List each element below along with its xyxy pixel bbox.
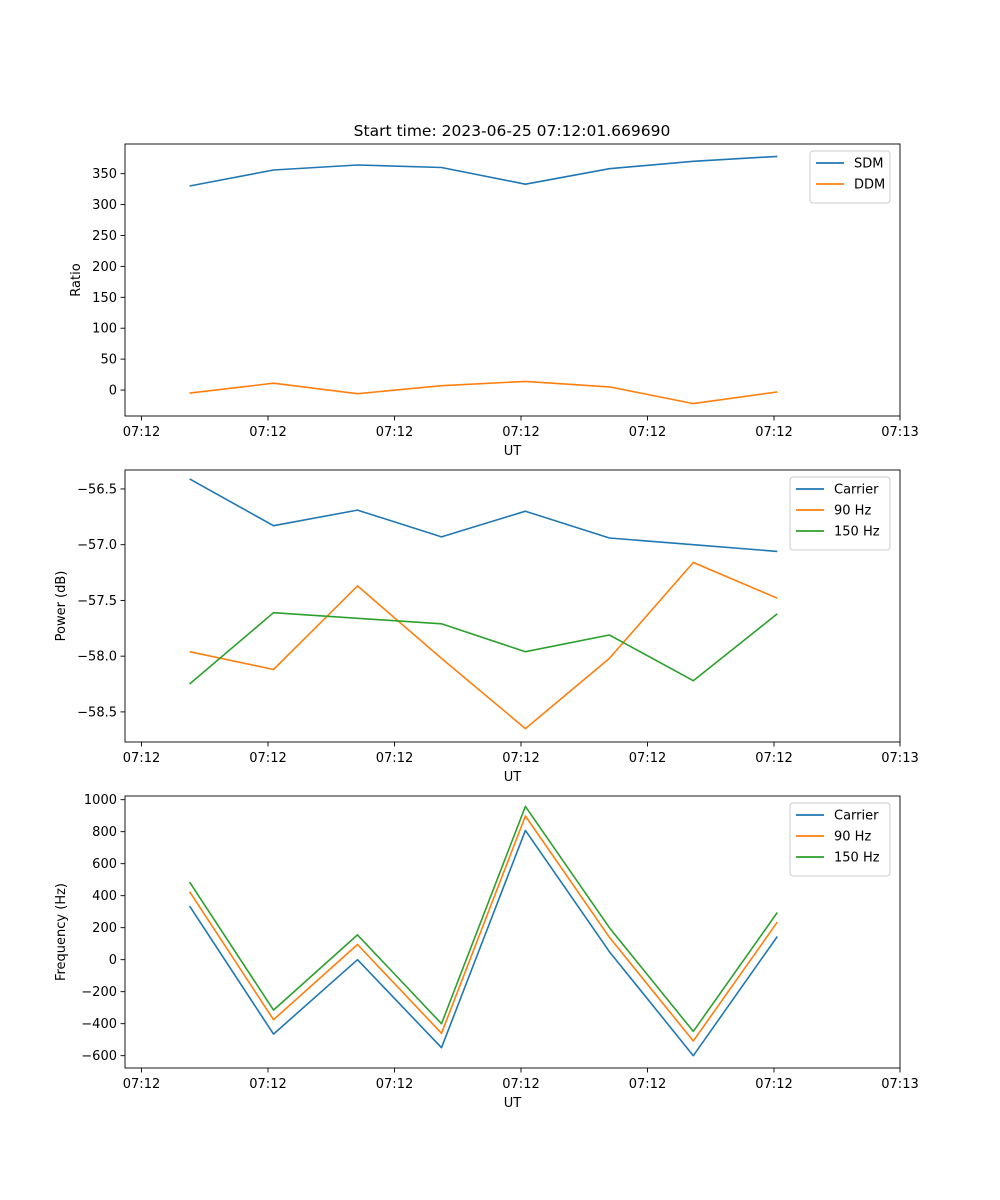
y-tick-label: −57.0 [77,538,117,553]
y-axis-label: Ratio [69,263,84,296]
subplot-3: 07:12 07:12 07:12 07:12 07:12 07:12 07:13 1000 8… [54,793,919,1111]
x-tick-label: 07:13 [881,425,918,440]
legend-label: 90 Hz [834,504,871,519]
legend: Carrier 90 Hz 150 Hz [789,476,891,551]
legend: Carrier 90 Hz 150 Hz [789,802,891,877]
y-tick-label: −400 [81,1017,117,1032]
legend-label: 90 Hz [834,830,871,845]
x-tick-label: 07:13 [881,751,918,766]
series-line-150-hz [188,805,778,1033]
x-tick-label: 07:12 [123,425,160,440]
y-axis-label: Power (dB) [54,571,69,642]
x-tick-label: 07:12 [249,751,286,766]
x-tick-label: 07:12 [629,751,666,766]
y-tick-label: −600 [81,1049,117,1064]
x-tick-label: 07:12 [502,1077,539,1092]
y-tick-label: 0 [109,953,117,968]
y-tick-label: 300 [92,198,117,213]
y-tick-label: −56.5 [77,482,117,497]
x-tick-label: 07:13 [881,1077,918,1092]
x-tick-label: 07:12 [502,425,539,440]
series-line-ddm [189,380,778,405]
x-tick-label: 07:12 [755,751,792,766]
y-tick-label: 100 [92,322,117,337]
series-line-carrier [189,478,778,553]
legend-label: Carrier [834,483,879,498]
x-tick-label: 07:12 [502,751,539,766]
legend-label: 150 Hz [834,525,880,540]
y-tick-label: −57.5 [77,594,117,609]
legend-label: 150 Hz [834,851,880,866]
y-tick-label: −200 [81,985,117,1000]
axes-frame [124,795,901,1069]
subplot-2: 07:12 07:12 07:12 07:12 07:12 07:12 07:13 −56.5… [54,469,919,785]
series-line-sdm [189,155,778,187]
x-tick-label: 07:12 [376,751,413,766]
x-axis-label: UT [504,1096,522,1111]
y-tick-label: −58.0 [77,650,117,665]
series-line-carrier [188,829,778,1057]
y-tick-label: 200 [92,260,117,275]
x-axis-label: UT [504,444,522,459]
x-tick-label: 07:12 [123,751,160,766]
subplot-1: 07:12 07:12 07:12 07:12 07:12 07:12 07:13 0 50 10… [69,143,919,459]
legend: SDM DDM [809,150,891,204]
x-tick-label: 07:12 [249,425,286,440]
x-tick-label: 07:12 [755,1077,792,1092]
y-tick-label: 600 [92,857,117,872]
x-axis-label: UT [504,770,522,785]
legend-label: SDM [854,157,883,172]
legend-box [809,150,891,204]
x-tick-label: 07:12 [629,1077,666,1092]
y-tick-label: 400 [92,889,117,904]
y-tick-label: −58.5 [77,705,117,720]
y-tick-label: 150 [92,291,117,306]
series-line-90-hz [189,561,778,730]
x-tick-label: 07:12 [755,425,792,440]
legend-label: DDM [854,178,885,193]
y-tick-label: 800 [92,825,117,840]
axes-frame [124,143,901,417]
y-tick-label: 50 [100,353,117,368]
axes-frame [124,469,901,743]
legend-label: Carrier [834,809,879,824]
x-tick-label: 07:12 [376,1077,413,1092]
y-tick-label: 1000 [84,793,117,808]
figure-title: Start time: 2023-06-25 07:12:01.669690 [354,122,671,140]
y-tick-label: 0 [109,384,117,399]
series-line-90-hz [188,815,778,1042]
y-tick-label: 200 [92,921,117,936]
x-tick-label: 07:12 [123,1077,160,1092]
y-tick-label: 250 [92,229,117,244]
y-tick-label: 350 [92,167,117,182]
series-line-150-hz [189,611,778,685]
y-axis-label: Frequency (Hz) [54,883,69,981]
x-tick-label: 07:12 [376,425,413,440]
x-tick-label: 07:12 [249,1077,286,1092]
x-tick-label: 07:12 [629,425,666,440]
plots-container: 07:12 07:12 07:12 07:12 07:12 07:12 07:13 0 50 10… [54,143,919,1111]
